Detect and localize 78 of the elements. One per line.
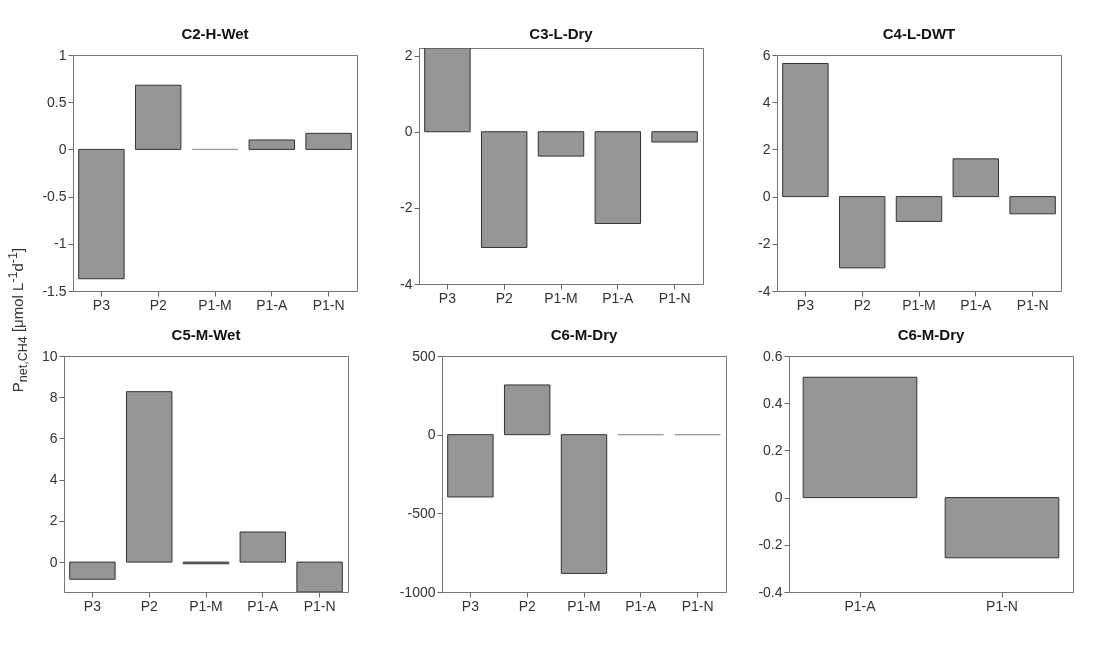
y-tick-label: -2 <box>758 235 771 252</box>
x-tick-label: P1-N <box>303 597 336 614</box>
y-tick-label: 0 <box>404 123 413 140</box>
x-tick-label: P3 <box>83 597 102 614</box>
y-tick-label: -1 <box>54 235 67 252</box>
x-tick-label: P1-M <box>189 597 223 614</box>
bar <box>296 561 343 592</box>
y-tick-label: 500 <box>412 347 436 364</box>
bar <box>305 132 352 150</box>
x-tick-label: P1-A <box>602 289 635 306</box>
x-tick-label: P2 <box>149 296 167 313</box>
bar <box>125 391 173 563</box>
x-tick-label: P1-A <box>960 296 993 313</box>
x-tick-label: P3 <box>461 597 480 614</box>
bar <box>1009 196 1056 215</box>
bar <box>248 139 296 150</box>
y-tick-label: -1.5 <box>42 282 67 299</box>
x-tick-label: P1-M <box>902 296 936 313</box>
chart-title: C6-M-Dry <box>550 326 618 343</box>
y-tick-label: 0 <box>49 553 58 570</box>
x-tick-label: P1-A <box>256 296 289 313</box>
y-tick-label: 0 <box>774 489 783 506</box>
y-tick-label: -0.5 <box>42 188 67 205</box>
bar <box>838 196 886 269</box>
x-tick-label: P3 <box>92 296 111 313</box>
y-tick-label: -0.2 <box>758 536 783 553</box>
x-tick-label: P1-A <box>844 597 877 614</box>
bar <box>69 561 116 580</box>
y-tick-label: -0.4 <box>758 583 783 600</box>
chart-title: C2-H-Wet <box>181 25 249 42</box>
chart-title: C6-M-Dry <box>897 326 965 343</box>
chart-title: C3-L-Dry <box>529 25 594 42</box>
x-tick-label: P1-N <box>312 296 345 313</box>
x-tick-label: P1-N <box>986 597 1018 614</box>
y-tick-label: 0.2 <box>763 441 783 458</box>
x-tick-label: P2 <box>495 289 513 306</box>
bar <box>895 196 943 222</box>
y-tick-label: 0.5 <box>47 93 67 110</box>
bar <box>78 148 125 280</box>
x-tick-label: P2 <box>518 597 536 614</box>
x-tick-label: P1-M <box>198 296 232 313</box>
y-tick-label: -2 <box>400 199 413 216</box>
y-tick-label: 1 <box>58 46 67 63</box>
y-tick-label: -500 <box>407 504 436 521</box>
bar <box>952 158 1000 198</box>
y-tick-label: 2 <box>404 47 413 64</box>
y-tick-label: 0.6 <box>763 347 783 364</box>
y-tick-label: -4 <box>758 282 771 299</box>
y-tick-label: 0 <box>427 426 436 443</box>
y-tick-label: 10 <box>41 347 58 364</box>
x-tick-label: P1-A <box>625 597 658 614</box>
chart-title: C4-L-DWT <box>882 25 956 42</box>
x-tick-label: P3 <box>438 289 457 306</box>
y-tick-label: 0.4 <box>763 394 783 411</box>
bar <box>782 63 829 198</box>
chart-title: C5-M-Wet <box>171 326 241 343</box>
x-tick-label: P1-M <box>567 597 601 614</box>
y-tick-label: 4 <box>49 471 58 488</box>
x-tick-label: P1-N <box>681 597 714 614</box>
y-tick-label: 2 <box>49 512 58 529</box>
x-tick-label: P1-N <box>658 289 691 306</box>
x-tick-label: P2 <box>140 597 158 614</box>
x-tick-label: P1-N <box>1016 296 1049 313</box>
x-tick-label: P1-A <box>247 597 280 614</box>
y-tick-label: -1000 <box>399 583 436 600</box>
y-tick-label: 6 <box>49 429 58 446</box>
x-tick-label: P2 <box>853 296 871 313</box>
y-tick-label: -4 <box>400 275 413 292</box>
y-tick-label: 0 <box>762 188 771 205</box>
x-tick-label: P3 <box>796 296 815 313</box>
x-tick-label: P1-M <box>544 289 578 306</box>
y-tick-label: 8 <box>49 388 58 405</box>
y-tick-label: 0 <box>58 140 67 157</box>
bar <box>134 84 182 150</box>
y-tick-label: 2 <box>762 140 771 157</box>
bar <box>239 531 287 563</box>
y-tick-label: 4 <box>762 93 771 110</box>
y-tick-label: 6 <box>762 46 771 63</box>
